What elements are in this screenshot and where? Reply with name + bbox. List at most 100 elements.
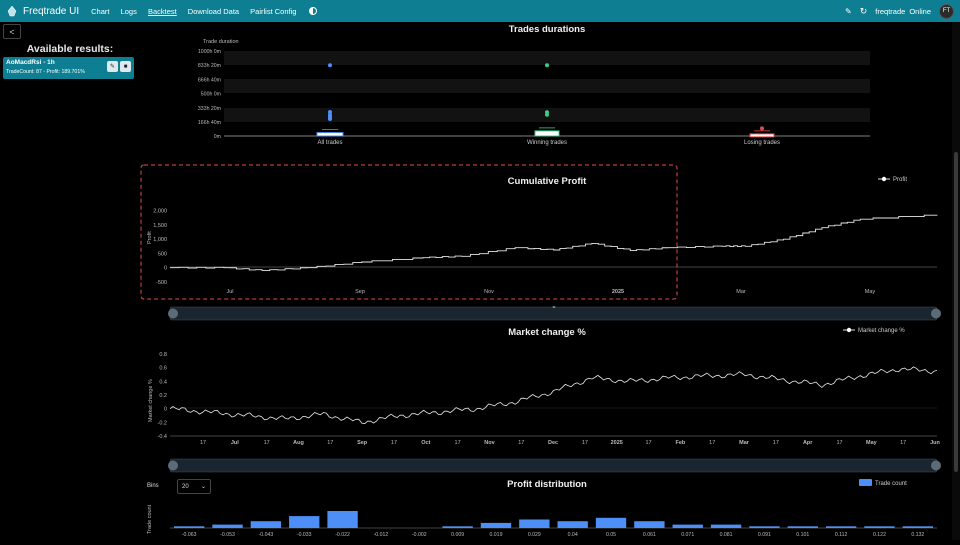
svg-text:=: = bbox=[553, 305, 556, 311]
market-xtick: 17 bbox=[900, 440, 906, 446]
distribution-xtick: 0.009 bbox=[451, 532, 464, 538]
cumulative-ytick: 1,500 bbox=[153, 223, 167, 229]
distribution-xtick: -0.012 bbox=[374, 532, 389, 538]
highlight-box bbox=[140, 164, 678, 300]
market-ytick: -0.4 bbox=[158, 434, 167, 440]
collapse-sidebar-button[interactable]: < bbox=[3, 24, 21, 39]
market-zoom-handle-left[interactable] bbox=[168, 460, 178, 471]
backtest-main: Trades durations Trade duration 1000h 0m… bbox=[140, 22, 952, 540]
market-ytick: 0.8 bbox=[159, 352, 167, 358]
bins-label: Bins bbox=[147, 483, 159, 489]
market-xtick: 2025 bbox=[611, 440, 623, 446]
market-xtick: Apr bbox=[803, 440, 813, 446]
distribution-xtick: 0.05 bbox=[606, 532, 616, 538]
durations-ytick: 500h 0m bbox=[201, 92, 221, 98]
nav-logs[interactable]: Logs bbox=[120, 6, 137, 16]
distribution-bar bbox=[174, 526, 205, 528]
cumulative-ytick: 1,000 bbox=[153, 237, 167, 243]
distribution-legend: Trade count bbox=[859, 479, 907, 487]
distribution-xtick: 0.071 bbox=[681, 532, 694, 538]
cumulative-xtick: 2025 bbox=[612, 289, 624, 295]
market-xticks: 17 Jul 17 Aug 17 Sep 17 Oct 17 Nov 17 Dec 17 2025 17 Fe… bbox=[200, 440, 941, 446]
cumulative-ytick: 0 bbox=[164, 266, 167, 272]
distribution-xtick: -0.043 bbox=[259, 532, 274, 538]
edit-icon[interactable]: ✎ bbox=[107, 61, 118, 72]
distribution-bar bbox=[289, 516, 320, 528]
market-xtick: 17 bbox=[200, 440, 206, 446]
cumulative-legend: Profit bbox=[878, 176, 907, 183]
theme-toggle-icon[interactable] bbox=[309, 7, 318, 15]
distribution-bar bbox=[480, 522, 512, 528]
zoom-handle-right[interactable] bbox=[931, 308, 941, 319]
market-xtick: Aug bbox=[293, 440, 304, 446]
market-zoom-slider[interactable] bbox=[168, 458, 941, 473]
app-title[interactable]: Freqtrade UI bbox=[23, 5, 80, 17]
distribution-bar bbox=[557, 521, 588, 528]
nav-backtest[interactable]: Backtest bbox=[147, 6, 177, 16]
avatar[interactable]: FT bbox=[939, 3, 954, 19]
nav-chart[interactable]: Chart bbox=[91, 6, 110, 16]
delete-icon[interactable]: ■ bbox=[120, 61, 131, 72]
market-legend-label: Market change % bbox=[858, 328, 905, 334]
bot-name: freqtrade bbox=[875, 6, 906, 16]
market-xtick: Mar bbox=[739, 440, 750, 446]
durations-ytick: 333h 20m bbox=[198, 106, 221, 112]
results-sidebar: < Available results: AoMacdRsi - 1h Trad… bbox=[0, 22, 140, 540]
refresh-icon[interactable]: ↻ bbox=[859, 5, 868, 16]
distribution-legend-label: Trade count bbox=[875, 481, 907, 487]
nav-pairlist-config[interactable]: Pairlist Config bbox=[250, 6, 297, 16]
page-scrollbar[interactable] bbox=[952, 22, 960, 540]
distribution-bar bbox=[825, 526, 857, 528]
bins-select[interactable]: 20 ⌄ bbox=[177, 479, 211, 494]
cumulative-xtick: Jul bbox=[226, 289, 233, 295]
distribution-xtick: 0.029 bbox=[528, 532, 541, 538]
cumulative-xtick: May bbox=[865, 289, 876, 295]
scrollbar-thumb[interactable] bbox=[954, 152, 958, 472]
cumulative-title: Cumulative Profit bbox=[508, 176, 587, 187]
market-xtick: Jul bbox=[231, 440, 239, 446]
cumulative-ytick: 2,000 bbox=[153, 209, 167, 215]
market-ytick: 0.2 bbox=[159, 393, 167, 399]
market-yticks: 0.8 0.6 0.4 0.2 0 -0.2 -0.4 bbox=[158, 352, 167, 440]
distribution-xtick: -0.063 bbox=[182, 532, 197, 538]
distribution-xtick: 0.019 bbox=[489, 532, 502, 538]
distribution-bar bbox=[787, 526, 818, 528]
duration-box bbox=[316, 132, 344, 137]
cumulative-xtick: Sep bbox=[355, 289, 365, 295]
market-xtick: Oct bbox=[421, 440, 430, 446]
charts-canvas: Trades durations Trade duration 1000h 0m… bbox=[140, 24, 941, 538]
market-ytick: -0.2 bbox=[158, 420, 167, 426]
backtest-result-item[interactable]: AoMacdRsi - 1h TradeCount: 87 - Profit: … bbox=[3, 57, 134, 79]
durations-ytick: 1000h 0m bbox=[198, 49, 221, 55]
result-meta: TradeCount: 87 - Profit: 189.701% bbox=[6, 69, 85, 75]
nav-download-data[interactable]: Download Data bbox=[187, 6, 240, 16]
main-nav: Chart Logs Backtest Download Data Pairli… bbox=[91, 7, 305, 16]
durations-ytick: 666h 40m bbox=[198, 77, 221, 83]
durations-category-label: Winning trades bbox=[527, 140, 567, 146]
distribution-xtick: 0.081 bbox=[720, 532, 733, 538]
market-zoom-handle-right[interactable] bbox=[931, 460, 941, 471]
cumulative-ytick: 500 bbox=[158, 251, 167, 257]
distribution-xtick: 0.112 bbox=[835, 532, 848, 538]
market-xtick: 17 bbox=[646, 440, 652, 446]
pin-icon[interactable]: ✎ bbox=[845, 6, 852, 16]
status-bar: ✎ ↻ freqtrade Online FT bbox=[845, 0, 954, 22]
durations-ytick: 0m bbox=[214, 134, 221, 140]
cumulative-zoom-slider[interactable]: = bbox=[168, 305, 941, 321]
bins-value: 20 bbox=[182, 483, 189, 490]
zoom-handle-left[interactable] bbox=[168, 308, 178, 319]
distribution-bar bbox=[595, 517, 627, 528]
market-xtick: May bbox=[866, 440, 878, 446]
market-xtick: Sep bbox=[357, 440, 368, 446]
distribution-ylabel: Trade count bbox=[147, 504, 153, 534]
top-navbar: Freqtrade UI Chart Logs Backtest Downloa… bbox=[0, 0, 960, 22]
distribution-xtick: 0.132 bbox=[911, 532, 924, 538]
cumulative-yticks: 2,000 1,500 1,000 500 0 -500 bbox=[153, 209, 167, 286]
duration-outlier-point bbox=[328, 63, 332, 68]
freqtrade-logo-icon[interactable] bbox=[5, 4, 19, 18]
available-results-heading: Available results: bbox=[26, 43, 114, 55]
distribution-xtick: -0.033 bbox=[297, 532, 312, 538]
market-ylabel: Market change % bbox=[148, 379, 154, 422]
durations-yticks: 1000h 0m 833h 20m 666h 40m 500h 0m 333h 20m 1… bbox=[198, 49, 221, 140]
market-xtick: 17 bbox=[264, 440, 270, 446]
